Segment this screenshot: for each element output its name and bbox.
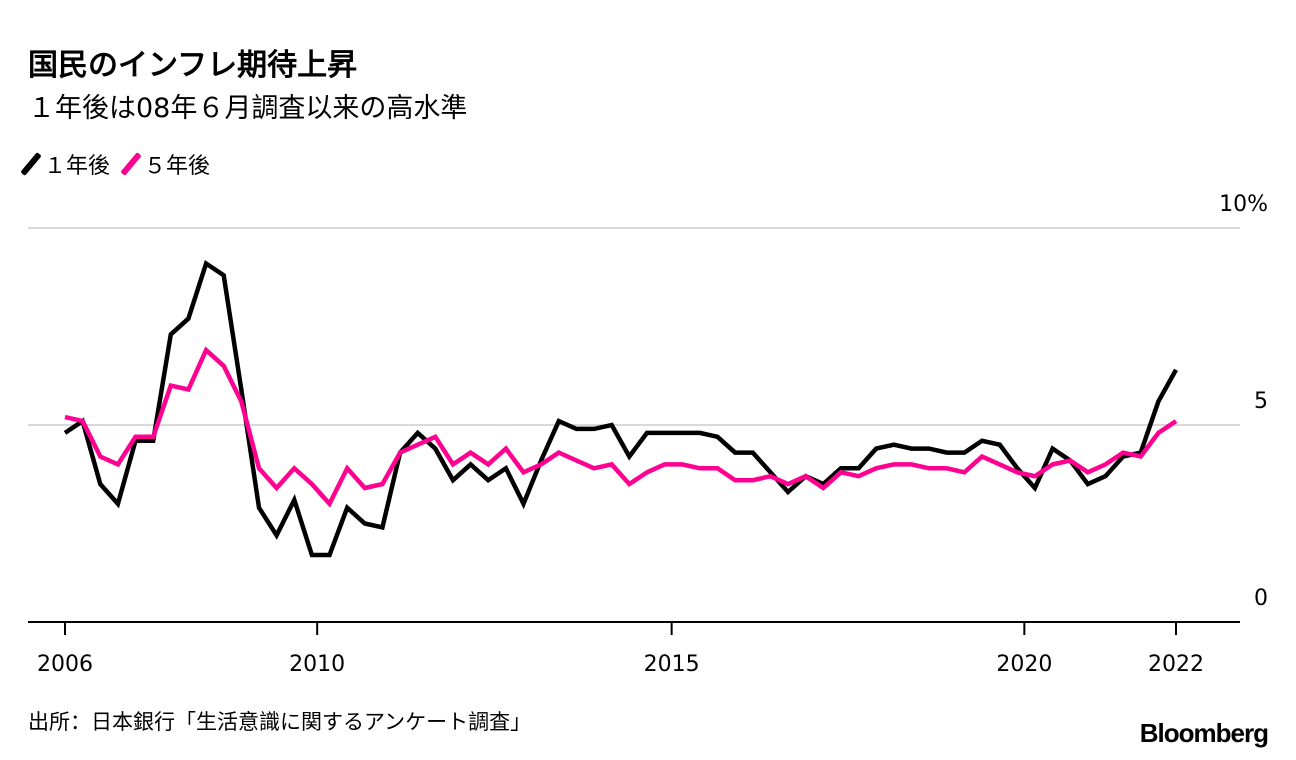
legend-item-1year: １年後 [20,148,111,180]
x-tick-label: 2010 [289,652,345,677]
series-line-1year [63,259,1178,558]
legend-label: ５年後 [144,154,211,179]
series-line-5year [64,346,1178,508]
x-tick-label: 2006 [37,652,93,677]
legend: １年後 ５年後 [20,148,211,180]
source-note: 出所：日本銀行「生活意識に関するアンケート調査」 [28,710,532,734]
x-tick-label: 2015 [644,652,700,677]
legend-label: １年後 [44,154,111,179]
chart-title: 国民のインフレ期待上昇 [28,48,358,83]
chart-subtitle: １年後は08年６月調査以来の高水準 [28,93,468,124]
legend-item-5year: ５年後 [120,148,211,180]
x-tick-label: 2020 [996,652,1052,677]
y-tick-label: 5 [1254,389,1268,414]
x-tick-label: 2022 [1148,652,1204,677]
bloomberg-logo: Bloomberg [1139,718,1269,748]
y-tick-label: 0 [1254,586,1268,611]
y-tick-label: 10% [1219,192,1268,217]
